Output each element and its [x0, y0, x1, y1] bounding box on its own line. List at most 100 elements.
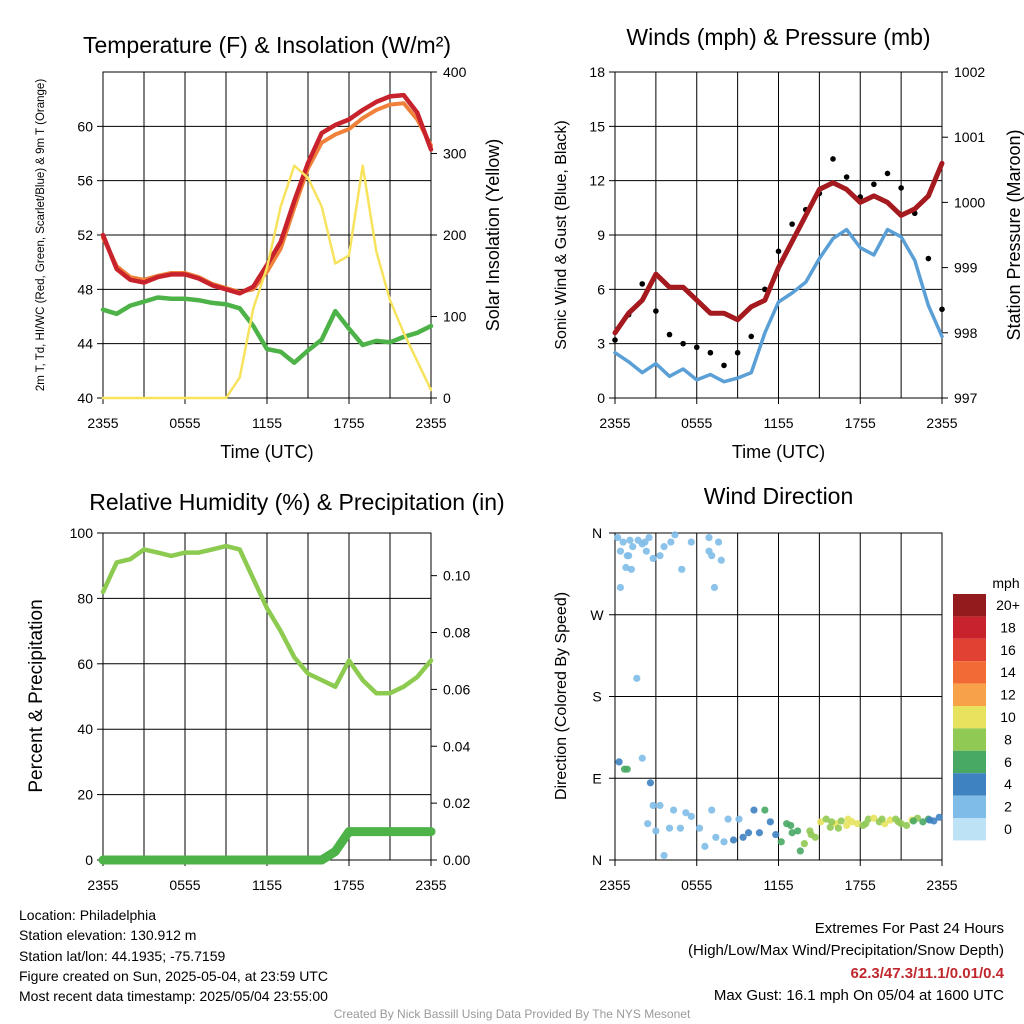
direction-point — [614, 533, 622, 542]
direction-point — [687, 538, 695, 546]
direction-point — [676, 824, 685, 832]
series-line-sonic-wind — [613, 227, 944, 384]
direction-point — [766, 818, 774, 826]
direction-point — [642, 547, 650, 555]
x-tick-label: 2355 — [87, 415, 118, 431]
direction-point — [787, 821, 795, 830]
y-axis-label: Percent & Precipitation — [26, 599, 47, 792]
y-tick-label: 40 — [77, 390, 93, 406]
chart-title: Wind Direction — [704, 483, 854, 509]
colorbar-label: 8 — [1004, 731, 1012, 747]
direction-point — [750, 806, 758, 814]
direction-point — [870, 814, 878, 822]
direction-point — [644, 820, 652, 828]
direction-points — [614, 531, 943, 860]
gust-point — [789, 221, 795, 227]
direction-point — [708, 552, 716, 560]
direction-point — [682, 809, 690, 817]
colorbar-label: 4 — [1004, 776, 1012, 792]
y-right-tick-label: 0.02 — [443, 795, 470, 811]
y-tick-label: 15 — [589, 118, 605, 134]
direction-point — [622, 563, 630, 572]
x-tick-label: 2355 — [599, 415, 630, 431]
direction-point — [638, 754, 646, 762]
gust-point — [871, 181, 877, 188]
y-tick-label: 80 — [77, 590, 93, 606]
direction-point — [853, 820, 862, 828]
colorbar-swatch — [953, 616, 986, 639]
direction-point — [625, 552, 633, 560]
direction-point — [724, 815, 732, 823]
y-right-tick-label: 0.10 — [443, 568, 470, 584]
direction-point — [822, 815, 830, 823]
max-gust: Max Gust: 16.1 mph On 05/04 at 1600 UTC — [713, 986, 1004, 1004]
x-tick-label: 2355 — [87, 877, 118, 893]
x-tick-label: 2355 — [415, 877, 446, 893]
direction-point — [671, 531, 679, 539]
gust-point — [693, 344, 700, 351]
y-tick-label: 56 — [77, 173, 93, 189]
chart-frame-3 — [102, 532, 432, 861]
y-right-tick-label: 998 — [954, 325, 978, 341]
y-tick-label: 48 — [77, 281, 93, 297]
direction-point — [717, 556, 725, 564]
gust-point — [775, 248, 782, 255]
direction-point — [615, 758, 623, 766]
y-axis-label: Sonic Wind & Gust (Blue, Black) — [553, 120, 570, 349]
direction-point — [909, 817, 917, 825]
direction-point — [627, 565, 635, 573]
direction-point — [878, 815, 886, 823]
y-tick-label: 40 — [77, 721, 93, 737]
y-tick-label: N — [592, 852, 602, 868]
direction-point — [714, 538, 723, 546]
direction-point — [817, 818, 825, 826]
direction-point — [735, 815, 743, 823]
colorbar-label: 0 — [1004, 821, 1012, 837]
x-tick-label: 0555 — [169, 415, 200, 431]
colorbar-label: 14 — [1000, 664, 1016, 680]
x-axis-label: Time (UTC) — [732, 442, 825, 462]
direction-point — [660, 851, 668, 860]
x-tick-label: 1755 — [333, 877, 364, 893]
y-right-tick-label: 0.08 — [443, 625, 470, 641]
colorbar-label: 2 — [1004, 799, 1012, 815]
direction-point — [729, 836, 738, 844]
colorbar-swatch — [953, 818, 986, 841]
colorbar-label: 12 — [1000, 687, 1016, 703]
y-axis-label: 2m T, Td, HI/WC (Red, Green, Scarlet/Blu… — [35, 79, 47, 391]
y-right-tick-label: 300 — [443, 146, 467, 162]
direction-point — [828, 818, 836, 826]
x-tick-label: 1755 — [845, 415, 876, 431]
direction-point — [678, 565, 686, 573]
y-right-tick-label: 0 — [443, 390, 451, 406]
direction-point — [739, 833, 747, 841]
gust-point — [653, 308, 659, 314]
colorbar-swatch — [953, 728, 986, 751]
direction-point — [788, 829, 796, 837]
colorbar-label: 18 — [1000, 619, 1016, 635]
direction-point — [616, 547, 625, 555]
gust-point — [680, 340, 686, 347]
x-tick-label: 2355 — [926, 415, 957, 431]
direction-point — [919, 818, 927, 826]
colorbar-swatch — [953, 773, 986, 796]
colorbar-swatch — [953, 661, 986, 684]
y-tick-label: 6 — [597, 281, 605, 297]
y-tick-label: 0 — [597, 390, 605, 406]
colorbar-label: 6 — [1004, 754, 1012, 770]
direction-point — [665, 824, 674, 832]
colorbar-swatch — [953, 594, 986, 617]
direction-point — [629, 543, 637, 551]
x-axis-label: Time (UTC) — [220, 442, 313, 462]
colorbar-swatch — [953, 750, 986, 774]
direction-point — [793, 827, 802, 835]
direction-point — [826, 823, 834, 831]
y-tick-label: 52 — [77, 227, 93, 243]
recent-timestamp: Most recent data timestamp: 2025/05/04 2… — [19, 988, 328, 1005]
series-line-station-pressure — [612, 160, 945, 336]
direction-point — [633, 674, 641, 682]
direction-point — [619, 538, 627, 546]
extremes-heading: Extremes For Past 24 Hours — [814, 920, 1004, 937]
y-tick-label: E — [592, 770, 601, 786]
x-tick-label: 1755 — [333, 415, 364, 431]
